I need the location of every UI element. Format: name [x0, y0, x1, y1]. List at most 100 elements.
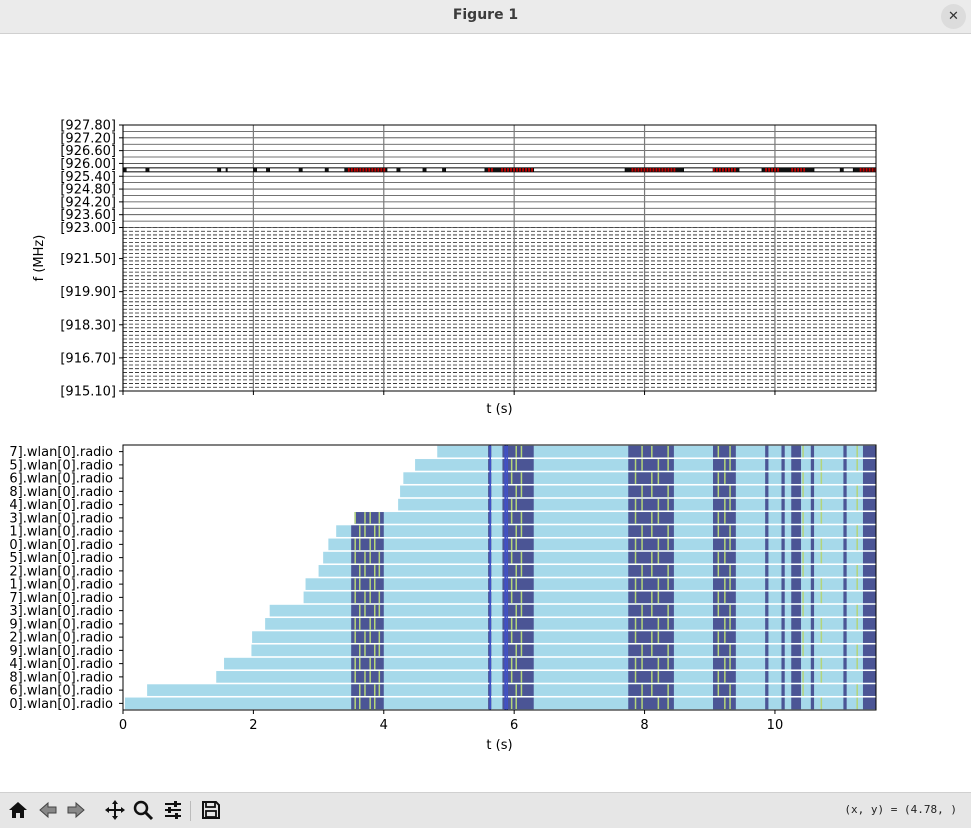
radio-busy-segment — [781, 671, 785, 683]
configure-subplots-icon[interactable] — [160, 797, 186, 823]
radio-receiving-mark — [641, 538, 643, 551]
home-icon[interactable] — [5, 797, 31, 823]
back-arrow-icon[interactable] — [35, 797, 61, 823]
matplotlib-toolbar: (x, y) = (4.78, ) — [0, 792, 971, 828]
radio-receiving-mark — [374, 538, 376, 551]
radio-busy-segment — [765, 684, 769, 696]
radio-receiving-mark — [651, 472, 653, 484]
radio-busy-segment — [502, 551, 534, 564]
x-tick-label: 4 — [380, 718, 388, 733]
radio-busy-segment — [351, 591, 384, 604]
radio-busy-segment — [765, 671, 769, 683]
radio-receiving-mark — [667, 578, 669, 590]
transmission-box — [301, 167, 326, 172]
radio-busy-segment — [862, 485, 876, 498]
radio-receiving-mark — [634, 618, 637, 630]
collision-mark — [731, 168, 733, 172]
radio-busy-segment — [791, 684, 802, 696]
collision-mark — [380, 168, 383, 172]
radio-busy-segment — [765, 604, 769, 617]
radio-receiving-mark — [369, 618, 371, 630]
radio-busy-segment — [765, 472, 769, 484]
radio-label: 4].wlan[0].radio — [9, 657, 113, 672]
radio-busy-segment — [765, 631, 769, 643]
radio-busy-segment — [781, 512, 785, 524]
radio-receiving-mark — [515, 485, 517, 498]
radio-busy-segment — [502, 684, 534, 696]
radio-busy-segment — [502, 538, 534, 551]
radio-busy-segment — [781, 525, 785, 537]
radio-busy-segment — [862, 525, 876, 537]
radio-receiving-mark — [510, 538, 513, 551]
radio-busy-segment — [862, 551, 876, 564]
radio-receiving-mark — [820, 472, 823, 484]
radio-busy-segment — [810, 498, 815, 511]
collision-mark — [356, 168, 359, 172]
radio-busy-segment — [810, 551, 815, 564]
collision-mark — [631, 168, 634, 172]
pan-icon[interactable] — [102, 797, 128, 823]
radio-receiving-mark — [802, 472, 804, 484]
radio-receiving-mark — [667, 657, 669, 670]
radio-receiving-mark — [667, 538, 669, 551]
radio-busy-segment — [791, 618, 802, 630]
radio-receiving-mark — [724, 578, 726, 590]
radio-receiving-mark — [729, 565, 731, 577]
radio-busy-segment — [765, 578, 769, 590]
radio-receiving-mark — [820, 459, 823, 471]
radio-busy-segment — [351, 684, 384, 696]
y-tick-label: [925.40] — [60, 170, 116, 185]
save-icon[interactable] — [198, 797, 224, 823]
transmission-box — [220, 167, 227, 172]
radio-receiving-mark — [820, 591, 823, 604]
radio-receiving-mark — [717, 644, 720, 657]
radio-receiving-mark — [354, 512, 356, 524]
radio-busy-segment — [351, 697, 384, 710]
collision-mark — [716, 168, 718, 172]
radio-busy-segment — [791, 604, 802, 617]
radio-busy-segment — [791, 591, 802, 604]
radio-busy-segment — [765, 498, 769, 511]
forward-arrow-icon[interactable] — [63, 797, 89, 823]
radio-receiving-mark — [802, 445, 804, 458]
radio-busy-segment — [843, 538, 847, 551]
radio-receiving-mark — [359, 604, 361, 617]
window-titlebar: Figure 1 ✕ — [0, 0, 971, 34]
radio-busy-segment — [781, 459, 785, 471]
radio-receiving-mark — [856, 618, 858, 630]
radio-receiving-mark — [651, 631, 653, 643]
radio-busy-segment — [810, 538, 815, 551]
radio-receiving-mark — [651, 591, 653, 604]
radio-busy-segment — [781, 445, 785, 458]
radio-receiving-mark — [378, 565, 381, 577]
radio-receiving-mark — [510, 618, 513, 630]
radio-receiving-mark — [510, 512, 513, 524]
radio-receiving-mark — [641, 618, 643, 630]
radio-busy-segment — [810, 618, 815, 630]
collision-mark — [374, 168, 377, 172]
radio-receiving-mark — [657, 512, 660, 524]
radio-receiving-mark — [364, 591, 366, 604]
radio-receiving-mark — [802, 631, 804, 643]
zoom-icon[interactable] — [130, 797, 156, 823]
radio-receiving-mark — [717, 512, 720, 524]
collision-mark — [871, 168, 874, 172]
radio-busy-segment — [765, 485, 769, 498]
collision-mark — [637, 168, 640, 172]
radio-busy-segment — [810, 445, 815, 458]
radio-label: 6].wlan[0].radio — [9, 684, 113, 699]
radio-receiving-mark — [856, 684, 858, 696]
radio-receiving-mark — [378, 631, 381, 643]
toolbar-separator — [190, 801, 191, 821]
radio-receiving-mark — [354, 578, 356, 590]
radio-receiving-mark — [729, 525, 731, 537]
collision-mark — [528, 168, 530, 172]
radio-receiving-mark — [374, 618, 376, 630]
radio-receiving-mark — [856, 644, 858, 657]
radio-receiving-mark — [634, 697, 637, 710]
bottom-plot-frame — [122, 444, 877, 711]
close-icon[interactable]: ✕ — [941, 4, 966, 29]
radio-receiving-mark — [354, 697, 356, 710]
radio-receiving-mark — [717, 445, 720, 458]
radio-receiving-mark — [378, 591, 381, 604]
